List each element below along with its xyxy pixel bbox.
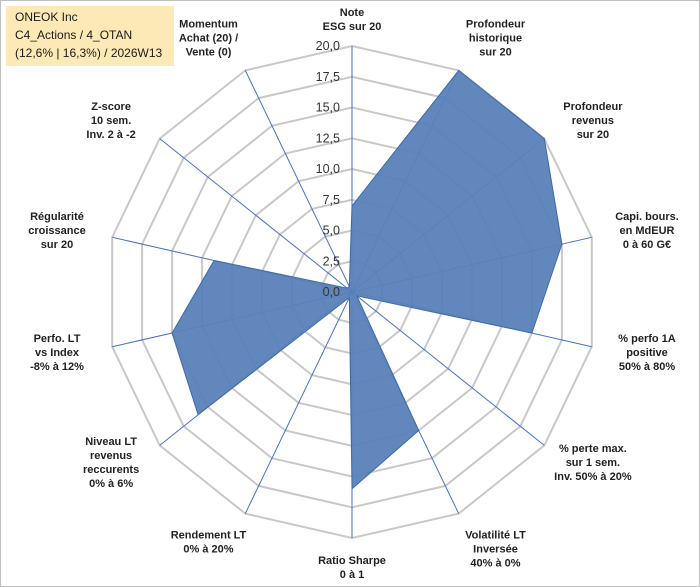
axis-category-label: Profondeur revenus sur 20 — [563, 101, 623, 141]
tick-label: 10,0 — [316, 162, 340, 176]
tick-label: 5,0 — [323, 224, 340, 238]
performance-week-label: (12,6% | 16,3%) / 2026W13 — [15, 46, 163, 60]
tick-label: 17,5 — [316, 70, 340, 84]
radar-axis-labels: Note ESG sur 20 Profondeur historique sur 20… — [28, 7, 679, 581]
tick-label: 2,5 — [323, 254, 340, 268]
axis-category-label: Perfo. LT vs Index -8% à 12% — [30, 333, 84, 373]
tick-label: 15,0 — [316, 101, 340, 115]
title-box: ONEOK Inc C4_Actions / 4_OTAN (12,6% | 1… — [6, 6, 174, 66]
axis-line — [244, 291, 353, 514]
axis-category-label: Note ESG sur 20 — [323, 7, 382, 33]
axis-category-label: Volatilité LT Inversée 40% à 0% — [465, 529, 526, 569]
axis-category-label: Z-score 10 sem. Inv. 2 à -2 — [86, 101, 135, 141]
axis-line — [351, 291, 545, 446]
axis-category-label: % perfo 1A positive 50% à 80% — [618, 333, 676, 373]
axis-category-label: Régularité croissance sur 20 — [28, 211, 85, 251]
company-name: ONEOK Inc — [15, 10, 78, 24]
tick-label: 0,0 — [323, 285, 340, 299]
axis-category-label: Rendement LT 0% à 20% — [171, 529, 247, 555]
axis-line — [244, 70, 353, 293]
tick-label: 20,0 — [316, 39, 340, 53]
radar-series — [171, 69, 563, 490]
axis-category-label: Ratio Sharpe 0 à 1 — [318, 555, 386, 581]
axis-line — [159, 138, 353, 293]
portfolio-label: C4_Actions / 4_OTAN — [15, 28, 133, 42]
tick-label: 12,5 — [316, 131, 340, 145]
axis-category-label: Capi. bours. en MdEUR 0 à 60 G€ — [615, 211, 679, 251]
axis-category-label: Niveau LT revenus reccurents 0% à 6% — [83, 436, 139, 490]
axis-category-label: Profondeur historique sur 20 — [466, 19, 526, 59]
tick-label: 7,5 — [323, 193, 340, 207]
axis-category-label: % perte max. sur 1 sem. Inv. 50% à 20% — [554, 443, 632, 483]
radar-tick-labels: 0,0 2,5 5,0 7,5 10,0 12,5 15,0 17,5 20,0 — [316, 39, 340, 299]
axis-category-label: Momentum Achat (20) / Vente (0) — [179, 19, 238, 59]
